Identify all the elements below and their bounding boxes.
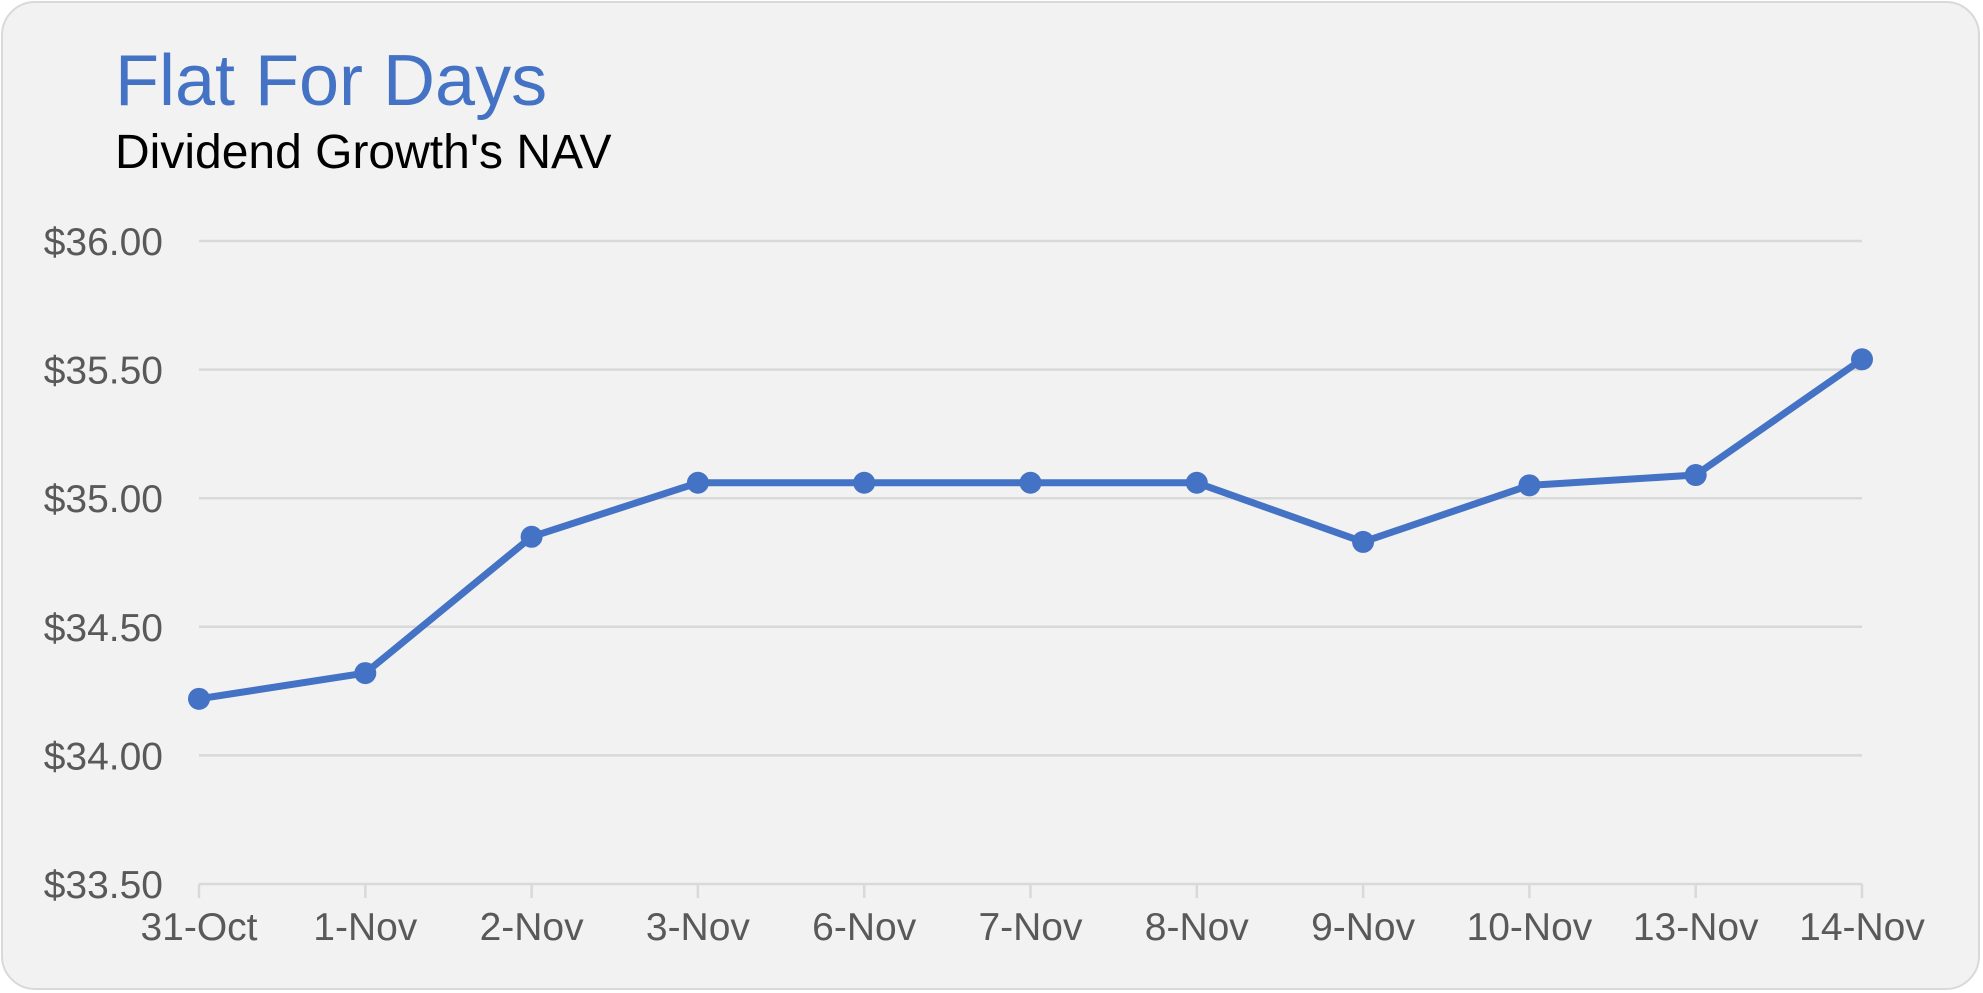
y-tick-label: $36.00	[44, 221, 163, 264]
x-tick-label: 13-Nov	[1633, 906, 1759, 949]
y-axis-ticks: $33.50 $34.00 $34.50 $35.00 $35.50 $36.00	[44, 221, 163, 907]
x-tick-label: 31-Oct	[140, 906, 257, 949]
data-point	[1352, 530, 1375, 553]
data-point	[1851, 348, 1873, 371]
y-tick-label: $35.00	[44, 478, 163, 521]
chart-title: Flat For Days	[115, 41, 548, 121]
data-point	[1185, 471, 1208, 494]
x-tick-label: 9-Nov	[1311, 906, 1416, 949]
x-tick-label: 10-Nov	[1467, 906, 1593, 949]
x-tick-label: 2-Nov	[480, 906, 585, 949]
y-tick-label: $33.50	[44, 864, 163, 907]
data-point	[686, 471, 709, 494]
series-line	[195, 355, 1866, 703]
data-point	[1019, 471, 1042, 494]
y-tick-label: $34.50	[44, 607, 163, 650]
x-axis: 31-Oct 1-Nov 2-Nov 3-Nov 6-Nov 7-Nov 8-Nov 9-No…	[140, 884, 1925, 949]
x-tick-label: 7-Nov	[978, 906, 1083, 949]
gridlines	[199, 239, 1862, 886]
data-point	[188, 687, 210, 710]
data-point	[354, 662, 377, 685]
data-point	[520, 525, 543, 548]
y-tick-label: $35.50	[44, 350, 163, 393]
y-tick-label: $34.00	[44, 735, 163, 778]
data-point	[1684, 464, 1707, 487]
x-tick-label: 6-Nov	[812, 906, 917, 949]
series-nav	[188, 348, 1873, 710]
x-tick-label: 14-Nov	[1799, 906, 1925, 949]
x-tick-label: 1-Nov	[313, 906, 418, 949]
data-point	[853, 471, 876, 494]
x-tick-label: 8-Nov	[1145, 906, 1250, 949]
x-tick-label: 3-Nov	[646, 906, 751, 949]
chart-subtitle: Dividend Growth's NAV	[115, 126, 612, 179]
data-point	[1518, 474, 1541, 497]
